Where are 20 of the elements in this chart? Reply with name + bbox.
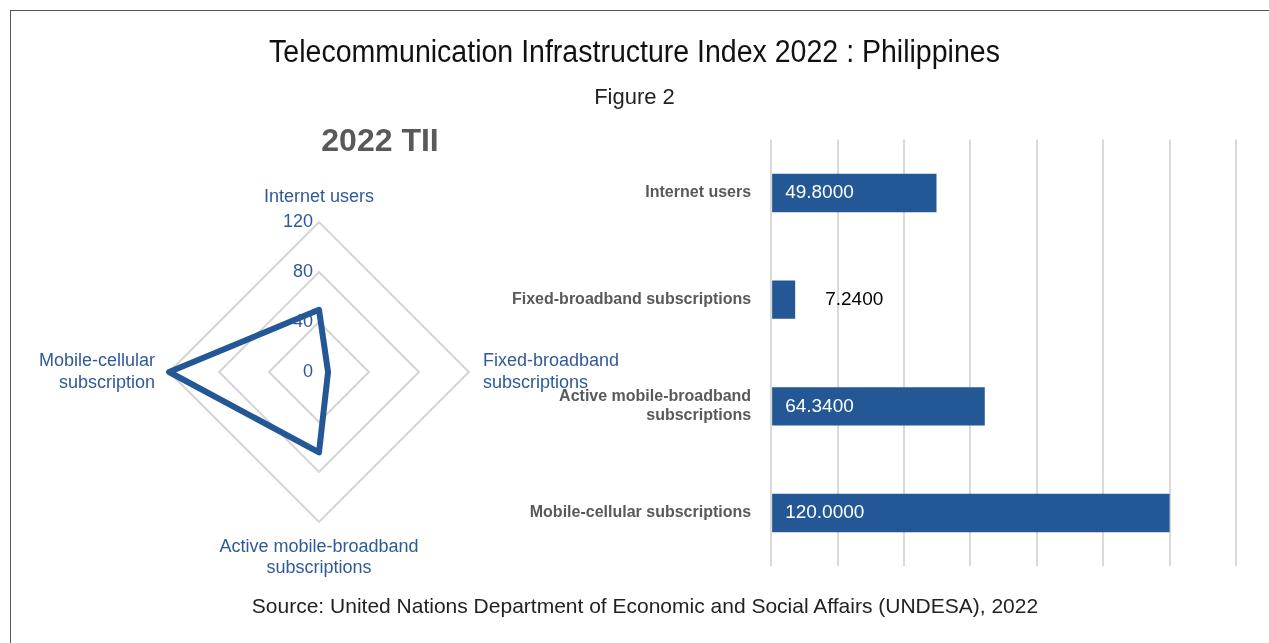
data-label: 7.2400 [825,287,884,309]
y-tick-label: 80 [292,261,313,282]
data-label: 49.8000 [785,181,854,203]
text: Telecommunication Infrastructure Index 2022 : Philippines [268,34,1001,70]
y-tick-label: Fixed-broadband subscriptions [511,290,752,308]
y-tick-label: 0 [302,360,313,381]
source-note: Source: United Nations Department of Economic and Social Affairs (UNDESA), 2022 [250,594,1040,618]
y-tick-label: 120 [282,211,313,232]
text: Figure 2 [593,84,676,110]
y-tick-label: Mobile-cellular subscriptions [529,503,752,521]
bar [772,493,1170,533]
spoke-label: Internet users [263,186,375,207]
data-label: 120.0000 [785,501,865,523]
y-tick-label: Internet users [645,183,752,201]
bar [772,280,796,319]
data-label: 64.3400 [785,394,854,416]
bar [772,173,937,213]
chart-title: 2022 TII [320,122,440,159]
spoke-label: Mobile-cellular subscription [39,350,156,392]
bar [772,387,985,426]
